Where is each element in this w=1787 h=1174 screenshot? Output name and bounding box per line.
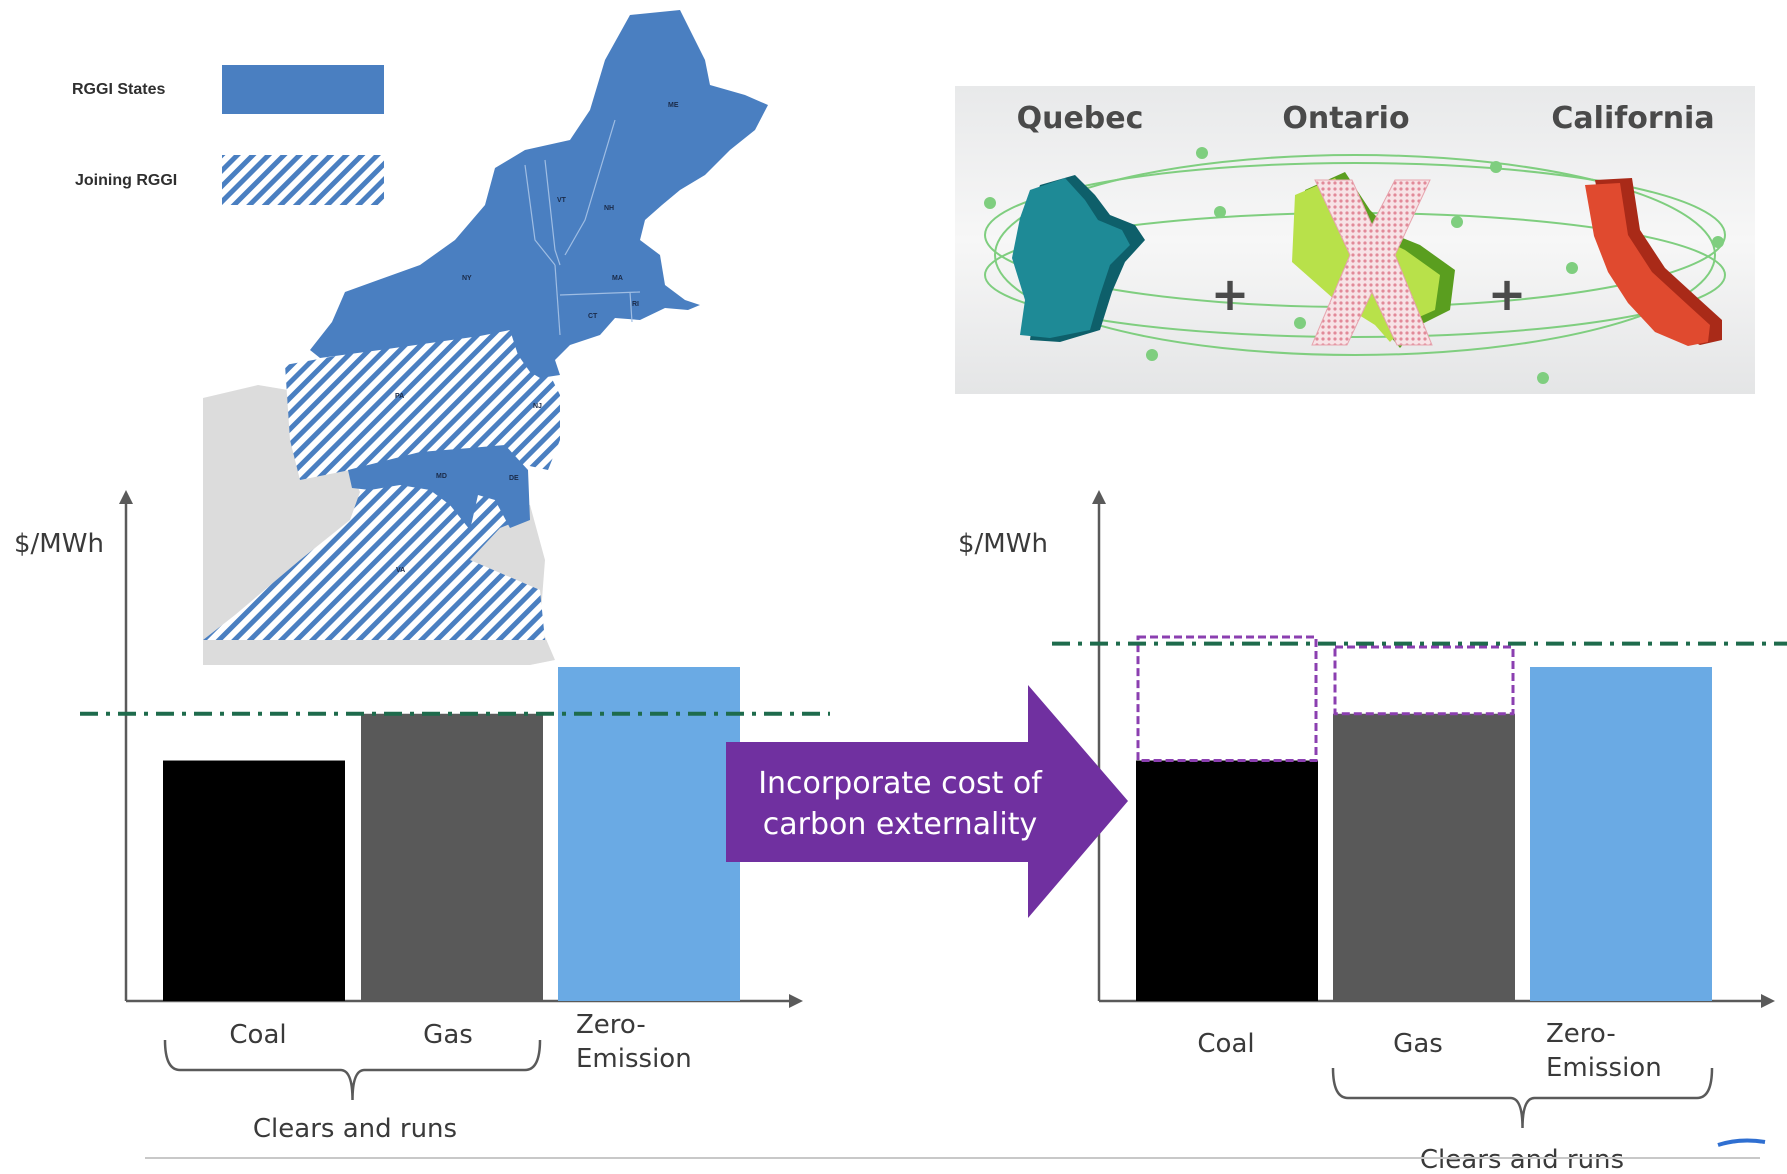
purple-arrow-shape: [726, 685, 1128, 918]
category-label: Gas: [423, 1020, 473, 1050]
x-axis-arrowhead: [789, 994, 803, 1008]
map-borders: [524, 119, 641, 336]
bar-zero: [1530, 667, 1712, 1001]
map-legend: RGGI States Joining RGGI: [72, 65, 384, 205]
quebec-shape-icon: [1012, 175, 1145, 342]
plus-sign-1: +: [1211, 267, 1250, 321]
bar-zero: [558, 667, 740, 1001]
clears-and-runs-bracket: [163, 1039, 542, 1101]
state-label-vt: VT: [557, 197, 567, 204]
bar-gas: [361, 713, 543, 1001]
state-label-va: VA: [396, 567, 405, 574]
category-label: Gas: [1393, 1029, 1443, 1059]
legend-rggi-states-swatch: [222, 65, 384, 114]
x-axis-arrowhead: [1761, 994, 1775, 1008]
cross-out-icon: [1311, 179, 1433, 346]
carbon-cost-adder-gas: [1333, 645, 1515, 716]
legend-joining-rggi-swatch: [222, 155, 384, 205]
arrow-label-line2: carbon externality: [763, 807, 1037, 842]
category-label: Emission: [1546, 1053, 1662, 1083]
chart-after-carbon-cost: $/MWh Coal Gas Zero- Emission Clears and runs: [958, 490, 1787, 1174]
plus-sign-2: +: [1488, 267, 1527, 321]
category-label: Emission: [576, 1044, 692, 1074]
footer-corner-mark: [1717, 1138, 1766, 1147]
y-axis-arrowhead: [1092, 490, 1106, 504]
incorporate-cost-arrow: Incorporate cost of carbon externality: [726, 685, 1128, 918]
legend-rggi-states-label: RGGI States: [72, 81, 165, 98]
chart-before-carbon-cost: $/MWh Coal Gas Zero- Emission Clears and runs: [14, 490, 830, 1144]
region-label-california: California: [1551, 101, 1714, 136]
clears-and-runs-bracket: [1331, 1067, 1714, 1129]
category-label: Coal: [229, 1020, 286, 1050]
arrow-label-line1: Incorporate cost of: [758, 766, 1043, 801]
clears-and-runs-label: Clears and runs: [1420, 1145, 1624, 1174]
category-label: Zero-: [1546, 1019, 1616, 1049]
region-label-quebec: Quebec: [1017, 101, 1144, 136]
state-label-ma: MA: [612, 275, 623, 282]
carbon-cost-adder-coal: [1136, 635, 1318, 763]
bar-coal: [163, 760, 345, 1001]
california-shape-icon: [1585, 178, 1722, 346]
orbit-nodes: [984, 147, 1724, 384]
state-label-pa: PA: [395, 393, 404, 400]
bar-coal: [1136, 760, 1318, 1001]
legend-joining-rggi-label: Joining RGGI: [75, 172, 177, 189]
y-axis-label: $/MWh: [958, 529, 1048, 559]
map-md-de: [348, 445, 530, 530]
clears-and-runs-label: Clears and runs: [253, 1114, 457, 1144]
category-label: Coal: [1197, 1029, 1254, 1059]
map-rggi-states: [310, 10, 768, 378]
state-label-md: MD: [436, 473, 447, 480]
y-axis-arrowhead: [119, 490, 133, 504]
state-label-nh: NH: [604, 205, 614, 212]
linkage-graphic: Quebec Ontario California +: [955, 86, 1755, 394]
state-label-ri: RI: [632, 301, 639, 308]
y-axis-label: $/MWh: [14, 529, 104, 559]
state-label-ny: NY: [462, 275, 472, 282]
rggi-map: ME VT NH NY MA CT RI PA NJ MD DE VA RGGI…: [72, 10, 768, 665]
state-label-me: ME: [668, 102, 679, 109]
bar-gas: [1333, 713, 1515, 1001]
category-label: Zero-: [576, 1010, 646, 1040]
state-label-nj: NJ: [533, 403, 542, 410]
region-label-ontario: Ontario: [1282, 101, 1409, 136]
state-label-de: DE: [509, 475, 519, 482]
state-label-ct: CT: [588, 313, 598, 320]
